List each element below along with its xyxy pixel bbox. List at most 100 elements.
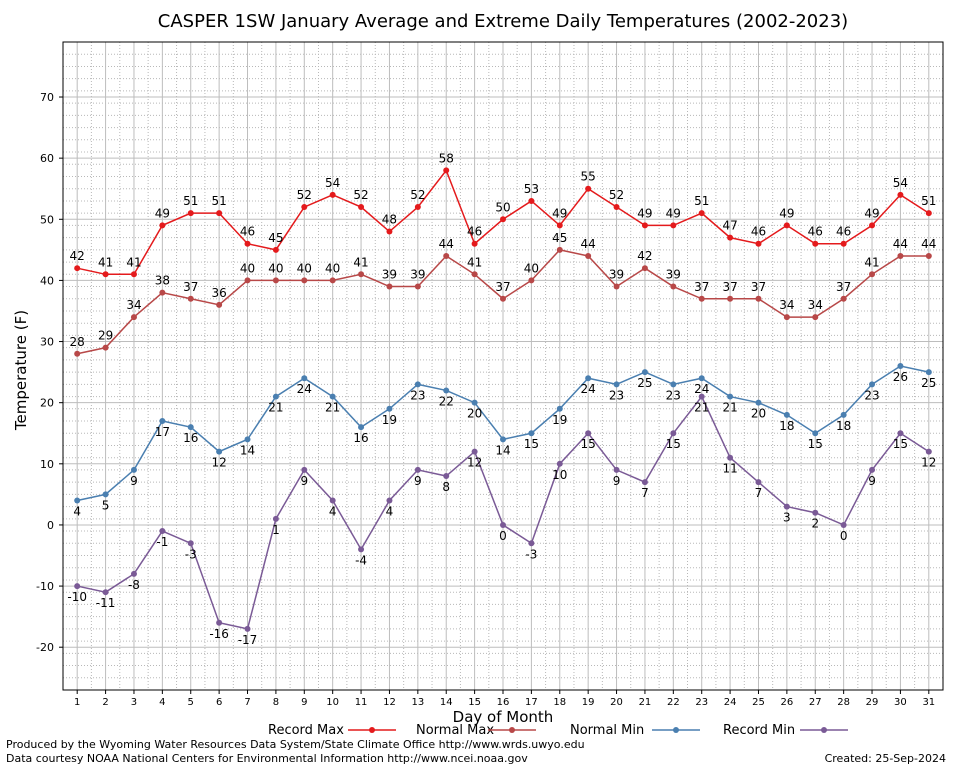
data-point bbox=[840, 521, 847, 528]
y-tick-label: -10 bbox=[36, 580, 54, 593]
data-point bbox=[471, 271, 478, 278]
data-label: 23 bbox=[864, 388, 879, 402]
data-point bbox=[755, 399, 762, 406]
data-label: 12 bbox=[211, 456, 226, 470]
data-label: 24 bbox=[297, 382, 312, 396]
data-point bbox=[925, 252, 932, 259]
data-point bbox=[74, 583, 81, 590]
data-point bbox=[812, 430, 819, 437]
x-tick-label: 23 bbox=[695, 697, 708, 708]
data-point bbox=[272, 515, 279, 522]
data-point bbox=[386, 497, 393, 504]
data-label: 23 bbox=[410, 388, 425, 402]
data-point bbox=[556, 405, 563, 412]
data-label: 20 bbox=[467, 407, 482, 421]
data-label: 7 bbox=[641, 486, 649, 500]
x-tick-label: 19 bbox=[582, 697, 595, 708]
x-tick-label: 28 bbox=[837, 697, 850, 708]
data-label: -8 bbox=[128, 578, 140, 592]
data-label: 48 bbox=[382, 213, 397, 227]
data-point bbox=[585, 430, 592, 437]
x-tick-label: 9 bbox=[301, 697, 307, 708]
data-point bbox=[755, 295, 762, 302]
data-label: 51 bbox=[921, 194, 936, 208]
data-label: -3 bbox=[185, 547, 197, 561]
data-label: 25 bbox=[637, 376, 652, 390]
data-label: 46 bbox=[240, 225, 255, 239]
data-label: 12 bbox=[467, 456, 482, 470]
data-label: 42 bbox=[70, 249, 85, 263]
data-point bbox=[216, 448, 223, 455]
data-label: 52 bbox=[297, 188, 312, 202]
data-point bbox=[386, 283, 393, 290]
data-label: 40 bbox=[268, 261, 283, 275]
data-label: 37 bbox=[722, 280, 737, 294]
data-point bbox=[244, 277, 251, 284]
data-label: 41 bbox=[864, 255, 879, 269]
data-label: 5 bbox=[102, 498, 110, 512]
x-tick-label: 18 bbox=[553, 697, 566, 708]
data-label: 1 bbox=[272, 523, 280, 537]
data-label: 14 bbox=[495, 443, 510, 457]
data-label: 55 bbox=[581, 170, 596, 184]
data-label: 9 bbox=[300, 474, 308, 488]
data-label: 17 bbox=[155, 425, 170, 439]
data-point bbox=[500, 216, 506, 223]
data-label: 14 bbox=[240, 443, 255, 457]
data-point bbox=[358, 424, 365, 431]
footer-data-courtesy: Data courtesy NOAA National Centers for … bbox=[6, 752, 528, 765]
data-point bbox=[613, 283, 620, 290]
data-point bbox=[613, 204, 620, 211]
data-point bbox=[102, 589, 109, 596]
series-record-max bbox=[74, 167, 932, 278]
data-label: 24 bbox=[581, 382, 596, 396]
data-label: 54 bbox=[325, 176, 340, 190]
data-point bbox=[897, 363, 904, 369]
data-label: 51 bbox=[694, 194, 709, 208]
legend-marker bbox=[673, 727, 679, 733]
data-label: 18 bbox=[836, 419, 851, 433]
x-tick-label: 31 bbox=[922, 697, 935, 708]
data-label: 42 bbox=[637, 249, 652, 263]
data-point bbox=[641, 222, 648, 229]
data-point bbox=[500, 521, 506, 528]
data-point bbox=[471, 240, 478, 247]
data-label: 51 bbox=[183, 194, 198, 208]
legend-item-normal-min: Normal Min bbox=[570, 723, 700, 738]
data-point bbox=[244, 625, 251, 632]
data-point bbox=[329, 191, 336, 198]
data-label: 39 bbox=[410, 268, 425, 282]
data-point bbox=[187, 295, 194, 302]
data-label: -11 bbox=[96, 596, 116, 610]
data-label: 49 bbox=[155, 206, 170, 220]
data-label: 10 bbox=[552, 468, 567, 482]
data-point bbox=[102, 271, 109, 278]
data-label: 18 bbox=[779, 419, 794, 433]
data-point bbox=[301, 204, 308, 211]
data-point bbox=[443, 473, 450, 480]
data-label: 39 bbox=[666, 268, 681, 282]
data-point bbox=[556, 460, 563, 467]
x-tick-label: 27 bbox=[809, 697, 822, 708]
x-tick-label: 22 bbox=[667, 697, 680, 708]
data-label: 46 bbox=[751, 225, 766, 239]
data-point bbox=[187, 540, 194, 547]
x-tick-label: 11 bbox=[355, 697, 368, 708]
data-point bbox=[556, 246, 563, 253]
footer-produced-by: Produced by the Wyoming Water Resources … bbox=[6, 738, 585, 751]
series-record-min bbox=[74, 393, 932, 632]
x-tick-label: 13 bbox=[411, 697, 424, 708]
data-label: 16 bbox=[353, 431, 368, 445]
x-tick-label: 4 bbox=[159, 697, 165, 708]
data-point bbox=[471, 448, 478, 455]
data-label: 52 bbox=[353, 188, 368, 202]
data-label: 37 bbox=[751, 280, 766, 294]
y-axis-title: Temperature (F) bbox=[12, 310, 30, 431]
data-label: 49 bbox=[779, 206, 794, 220]
x-tick-label: 25 bbox=[752, 697, 765, 708]
data-label: 3 bbox=[783, 511, 791, 525]
data-point bbox=[698, 375, 705, 382]
series-normal-max bbox=[74, 246, 932, 357]
y-tick-label: -20 bbox=[36, 641, 54, 654]
